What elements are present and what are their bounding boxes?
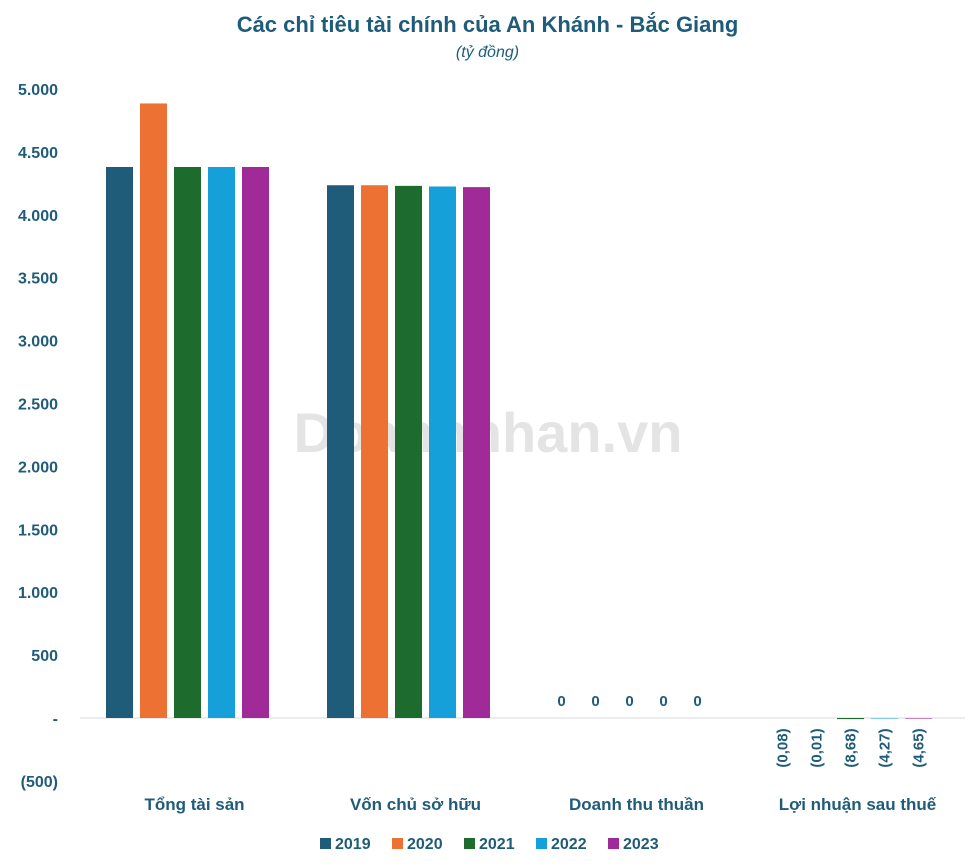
bar-2021	[395, 185, 422, 719]
bar-2022	[208, 166, 235, 719]
category-label: Lợi nhuận sau thuế	[779, 795, 937, 814]
legend-label: 2019	[335, 836, 371, 853]
category-labels: Tổng tài sản Vốn chủ sở hữu Doanh thu thuầ…	[144, 795, 936, 814]
legend-swatch-2019	[320, 838, 331, 849]
data-label: 0	[625, 693, 633, 710]
bar-2022	[429, 186, 456, 718]
y-tick-label: 500	[31, 648, 58, 665]
y-axis: 5.000 4.500 4.000 3.500 3.000 2.500 2.000 1.500…	[18, 82, 58, 791]
bar-2023	[463, 187, 490, 718]
legend-label: 2023	[623, 836, 659, 853]
category-label: Doanh thu thuần	[569, 795, 704, 814]
bars-group	[106, 103, 932, 720]
bar-2020	[140, 103, 167, 719]
bar-2021	[174, 166, 201, 719]
legend-label: 2022	[551, 836, 587, 853]
data-labels-group: 0 0 0 0 0 (0,08) (0,01) (8,68) (4,27) (4,65)	[557, 693, 927, 768]
y-tick-label: 4.500	[18, 145, 58, 162]
data-label: (0,08)	[775, 728, 792, 767]
bar-2019	[106, 166, 133, 719]
y-tick-label: 1.500	[18, 522, 58, 539]
y-tick-label: -	[53, 711, 58, 728]
category-label: Tổng tài sản	[144, 795, 244, 814]
data-label: 0	[557, 693, 565, 710]
chart-subtitle: (tỷ đồng)	[455, 44, 520, 61]
y-tick-label: 4.000	[18, 208, 58, 225]
bar-2020	[361, 185, 388, 718]
data-label: (8,68)	[843, 728, 860, 767]
y-tick-label: 3.000	[18, 334, 58, 351]
category-label: Vốn chủ sở hữu	[350, 795, 481, 814]
data-label: 0	[659, 693, 667, 710]
data-label: (4,27)	[877, 728, 894, 767]
bar-2023	[905, 718, 932, 719]
y-tick-label: 5.000	[18, 82, 58, 99]
legend-label: 2020	[407, 836, 443, 853]
legend-swatch-2020	[392, 838, 403, 849]
legend-label: 2021	[479, 836, 515, 853]
bar-2019	[327, 185, 354, 718]
y-tick-label: 2.000	[18, 459, 58, 476]
bar-2023	[242, 166, 269, 719]
y-tick-label: 2.500	[18, 397, 58, 414]
chart-title: Các chỉ tiêu tài chính của An Khánh - Bắ…	[236, 12, 739, 37]
legend: 2019 2020 2021 2022 2023	[320, 836, 659, 853]
legend-swatch-2021	[464, 838, 475, 849]
legend-swatch-2023	[608, 838, 619, 849]
y-tick-label: 1.000	[18, 585, 58, 602]
legend-swatch-2022	[536, 838, 547, 849]
data-label: (4,65)	[911, 728, 928, 767]
bar-2021	[837, 718, 864, 720]
bar-2022	[871, 718, 898, 719]
data-label: (0,01)	[809, 728, 826, 767]
y-tick-label: 3.500	[18, 271, 58, 288]
y-tick-label: (500)	[21, 774, 58, 791]
data-label: 0	[591, 693, 599, 710]
data-label: 0	[693, 693, 701, 710]
